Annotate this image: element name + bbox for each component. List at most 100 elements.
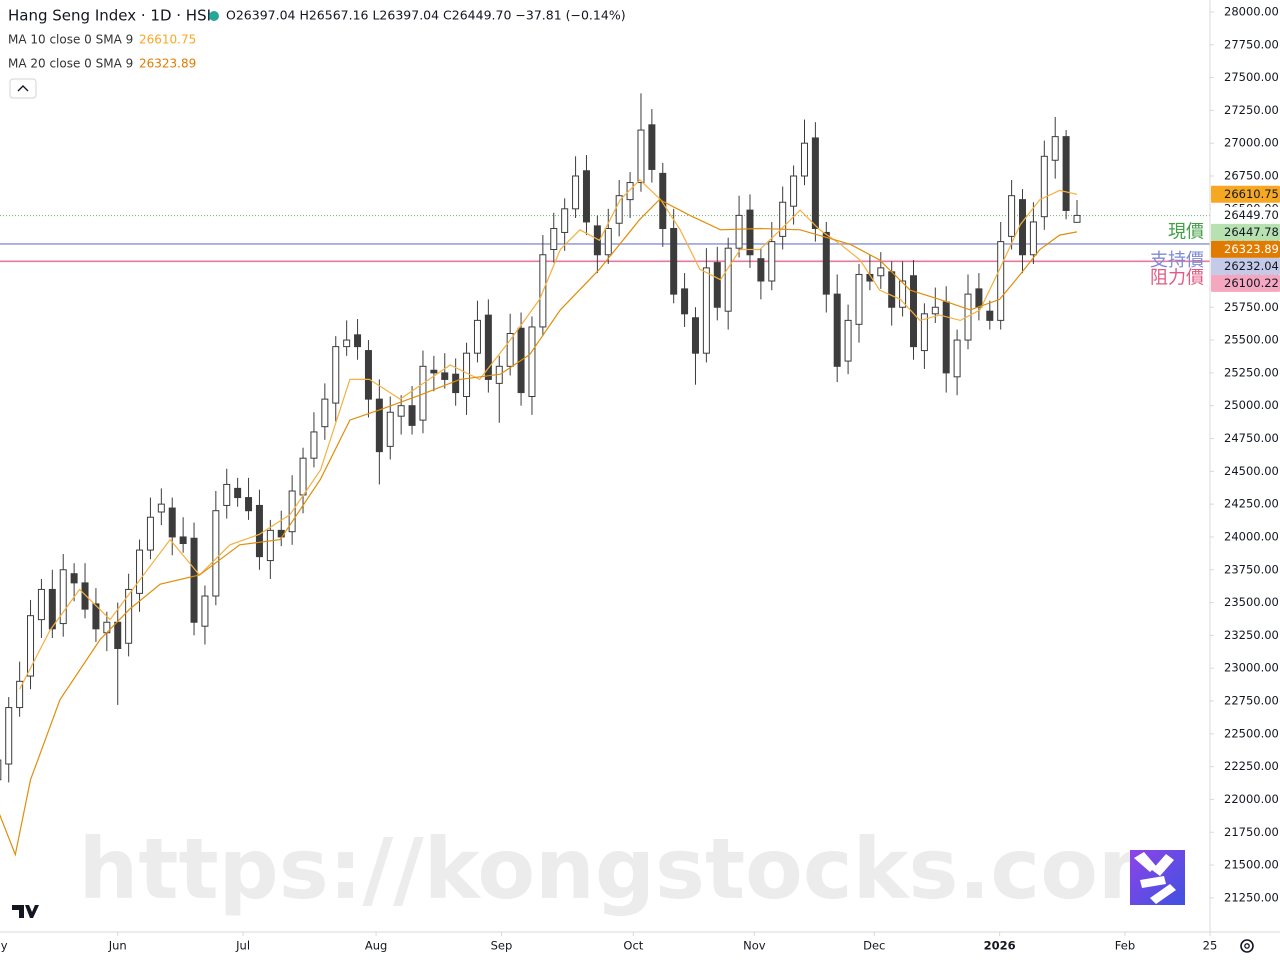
- time-axis: May Jun Jul Aug Sep Oct Nov Dec 2026 Feb 25: [0, 932, 1217, 953]
- candle-body: [125, 588, 133, 644]
- x-tick-label: 25: [1203, 939, 1218, 953]
- candle-body: [245, 497, 253, 512]
- candle-body: [92, 603, 100, 630]
- level-price-box: [1211, 274, 1280, 292]
- candle-body: [942, 301, 950, 374]
- y-tick-label: 22000.00: [1224, 792, 1279, 806]
- candle-body: [790, 175, 798, 207]
- candle-body: [648, 124, 656, 170]
- candle-body: [909, 275, 917, 348]
- candle-body: [70, 573, 78, 584]
- level-price-box-label: 26447.78: [1224, 225, 1279, 239]
- candle-body: [768, 241, 776, 282]
- candle-body: [441, 372, 449, 380]
- y-tick-label: 23500.00: [1224, 595, 1279, 609]
- candle-body: [582, 170, 590, 223]
- plot-area: [0, 93, 1210, 857]
- candle-body: [811, 137, 819, 230]
- candle-body: [157, 503, 165, 513]
- candle-body: [997, 241, 1005, 321]
- candle-body: [332, 346, 340, 404]
- y-tick-label: 23000.00: [1224, 661, 1279, 675]
- y-tick-label: 27000.00: [1224, 136, 1279, 150]
- candle-body: [255, 504, 263, 558]
- level-price-box: [1211, 257, 1280, 275]
- y-tick-label: 21750.00: [1224, 825, 1279, 839]
- candle-body: [637, 129, 645, 184]
- x-tick-label: Jul: [235, 939, 250, 953]
- candle-body: [201, 595, 209, 627]
- y-tick-label: 21250.00: [1224, 890, 1279, 904]
- candle-body: [212, 510, 220, 597]
- collapse-button[interactable]: [9, 78, 37, 99]
- candle-body: [964, 293, 972, 341]
- candle-body: [724, 247, 732, 312]
- candle-body: [190, 537, 198, 623]
- candle-body: [364, 350, 372, 400]
- candle-body: [48, 588, 56, 630]
- level-price-box-label: 26232.04: [1224, 259, 1279, 273]
- candle-body: [234, 487, 242, 499]
- y-tick-label: 22250.00: [1224, 759, 1279, 773]
- candle-body: [746, 209, 754, 256]
- legend-label: MA 20 close 0 SMA 9: [8, 57, 133, 71]
- legend-value: 26610.75: [139, 33, 196, 47]
- candle-body: [757, 258, 765, 282]
- x-tick-label: Aug: [365, 939, 387, 953]
- y-tick-label: 27750.00: [1224, 37, 1279, 51]
- y-tick-label: 24000.00: [1224, 529, 1279, 543]
- candle-body: [615, 195, 623, 224]
- y-tick-label: 22500.00: [1224, 726, 1279, 740]
- candle-body: [561, 208, 569, 233]
- candle-body: [59, 569, 67, 625]
- candle-body: [691, 317, 699, 354]
- tradingview-logo[interactable]: [12, 905, 39, 918]
- candle-body: [681, 288, 689, 315]
- settings-button[interactable]: [1240, 939, 1254, 953]
- ma-price-box: [1211, 240, 1280, 258]
- candle-body: [0, 759, 2, 781]
- candle-body: [463, 352, 471, 398]
- last-price-box-label: 26449.70: [1224, 208, 1279, 222]
- candle-body: [5, 707, 13, 765]
- level-price-box: [1211, 223, 1280, 241]
- candle-body: [386, 411, 394, 447]
- chart-title: Hang Seng Index · 1D · HSI: [8, 7, 211, 25]
- candle-body: [408, 405, 416, 426]
- candle-body: [223, 483, 231, 506]
- candle-body: [626, 182, 634, 201]
- candle-body: [604, 228, 612, 256]
- candle-body: [27, 615, 35, 677]
- legend-label: MA 10 close 0 SMA 9: [8, 33, 133, 47]
- y-tick-label: 21500.00: [1224, 858, 1279, 872]
- candle-body: [81, 582, 89, 610]
- candle-body: [550, 228, 558, 251]
- x-tick-label: May: [0, 939, 8, 953]
- x-tick-label: Feb: [1115, 939, 1135, 953]
- y-tick-label: 28000.00: [1224, 4, 1279, 18]
- x-tick-label: Nov: [743, 939, 766, 953]
- y-tick-label: 26750.00: [1224, 169, 1279, 183]
- candle-body: [572, 175, 580, 210]
- candle-body: [1008, 195, 1016, 237]
- candle-body: [473, 319, 481, 354]
- candle-body: [877, 267, 885, 277]
- candle-body: [299, 457, 307, 496]
- level-label: 現價: [1168, 222, 1204, 243]
- ma-price-box-label: 26323.89: [1224, 242, 1279, 256]
- y-tick-label: 24750.00: [1224, 431, 1279, 445]
- x-tick-label: 2026: [984, 939, 1016, 953]
- candle-body: [975, 288, 983, 308]
- ma-price-box: [1211, 185, 1280, 203]
- candle-body: [266, 529, 274, 562]
- candle-body: [452, 373, 460, 394]
- x-tick-label: Jun: [108, 939, 127, 953]
- candle-body: [702, 267, 710, 354]
- candle-body: [593, 225, 601, 256]
- candle-body: [888, 271, 896, 308]
- candle-body: [920, 313, 928, 352]
- candle-body: [986, 310, 994, 321]
- candle-body: [354, 334, 362, 348]
- y-tick-label: 25750.00: [1224, 300, 1279, 314]
